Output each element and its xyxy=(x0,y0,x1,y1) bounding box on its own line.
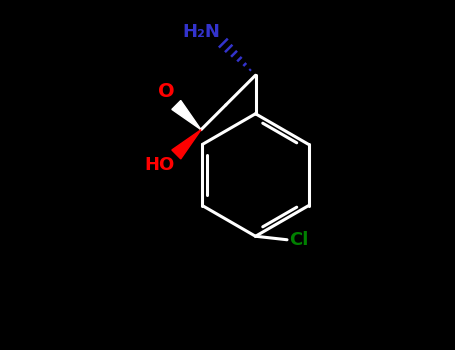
Polygon shape xyxy=(172,100,201,130)
Text: Cl: Cl xyxy=(289,231,308,249)
Text: HO: HO xyxy=(144,156,175,174)
Text: H₂N: H₂N xyxy=(182,23,220,41)
Text: O: O xyxy=(158,83,175,102)
Polygon shape xyxy=(172,130,201,159)
